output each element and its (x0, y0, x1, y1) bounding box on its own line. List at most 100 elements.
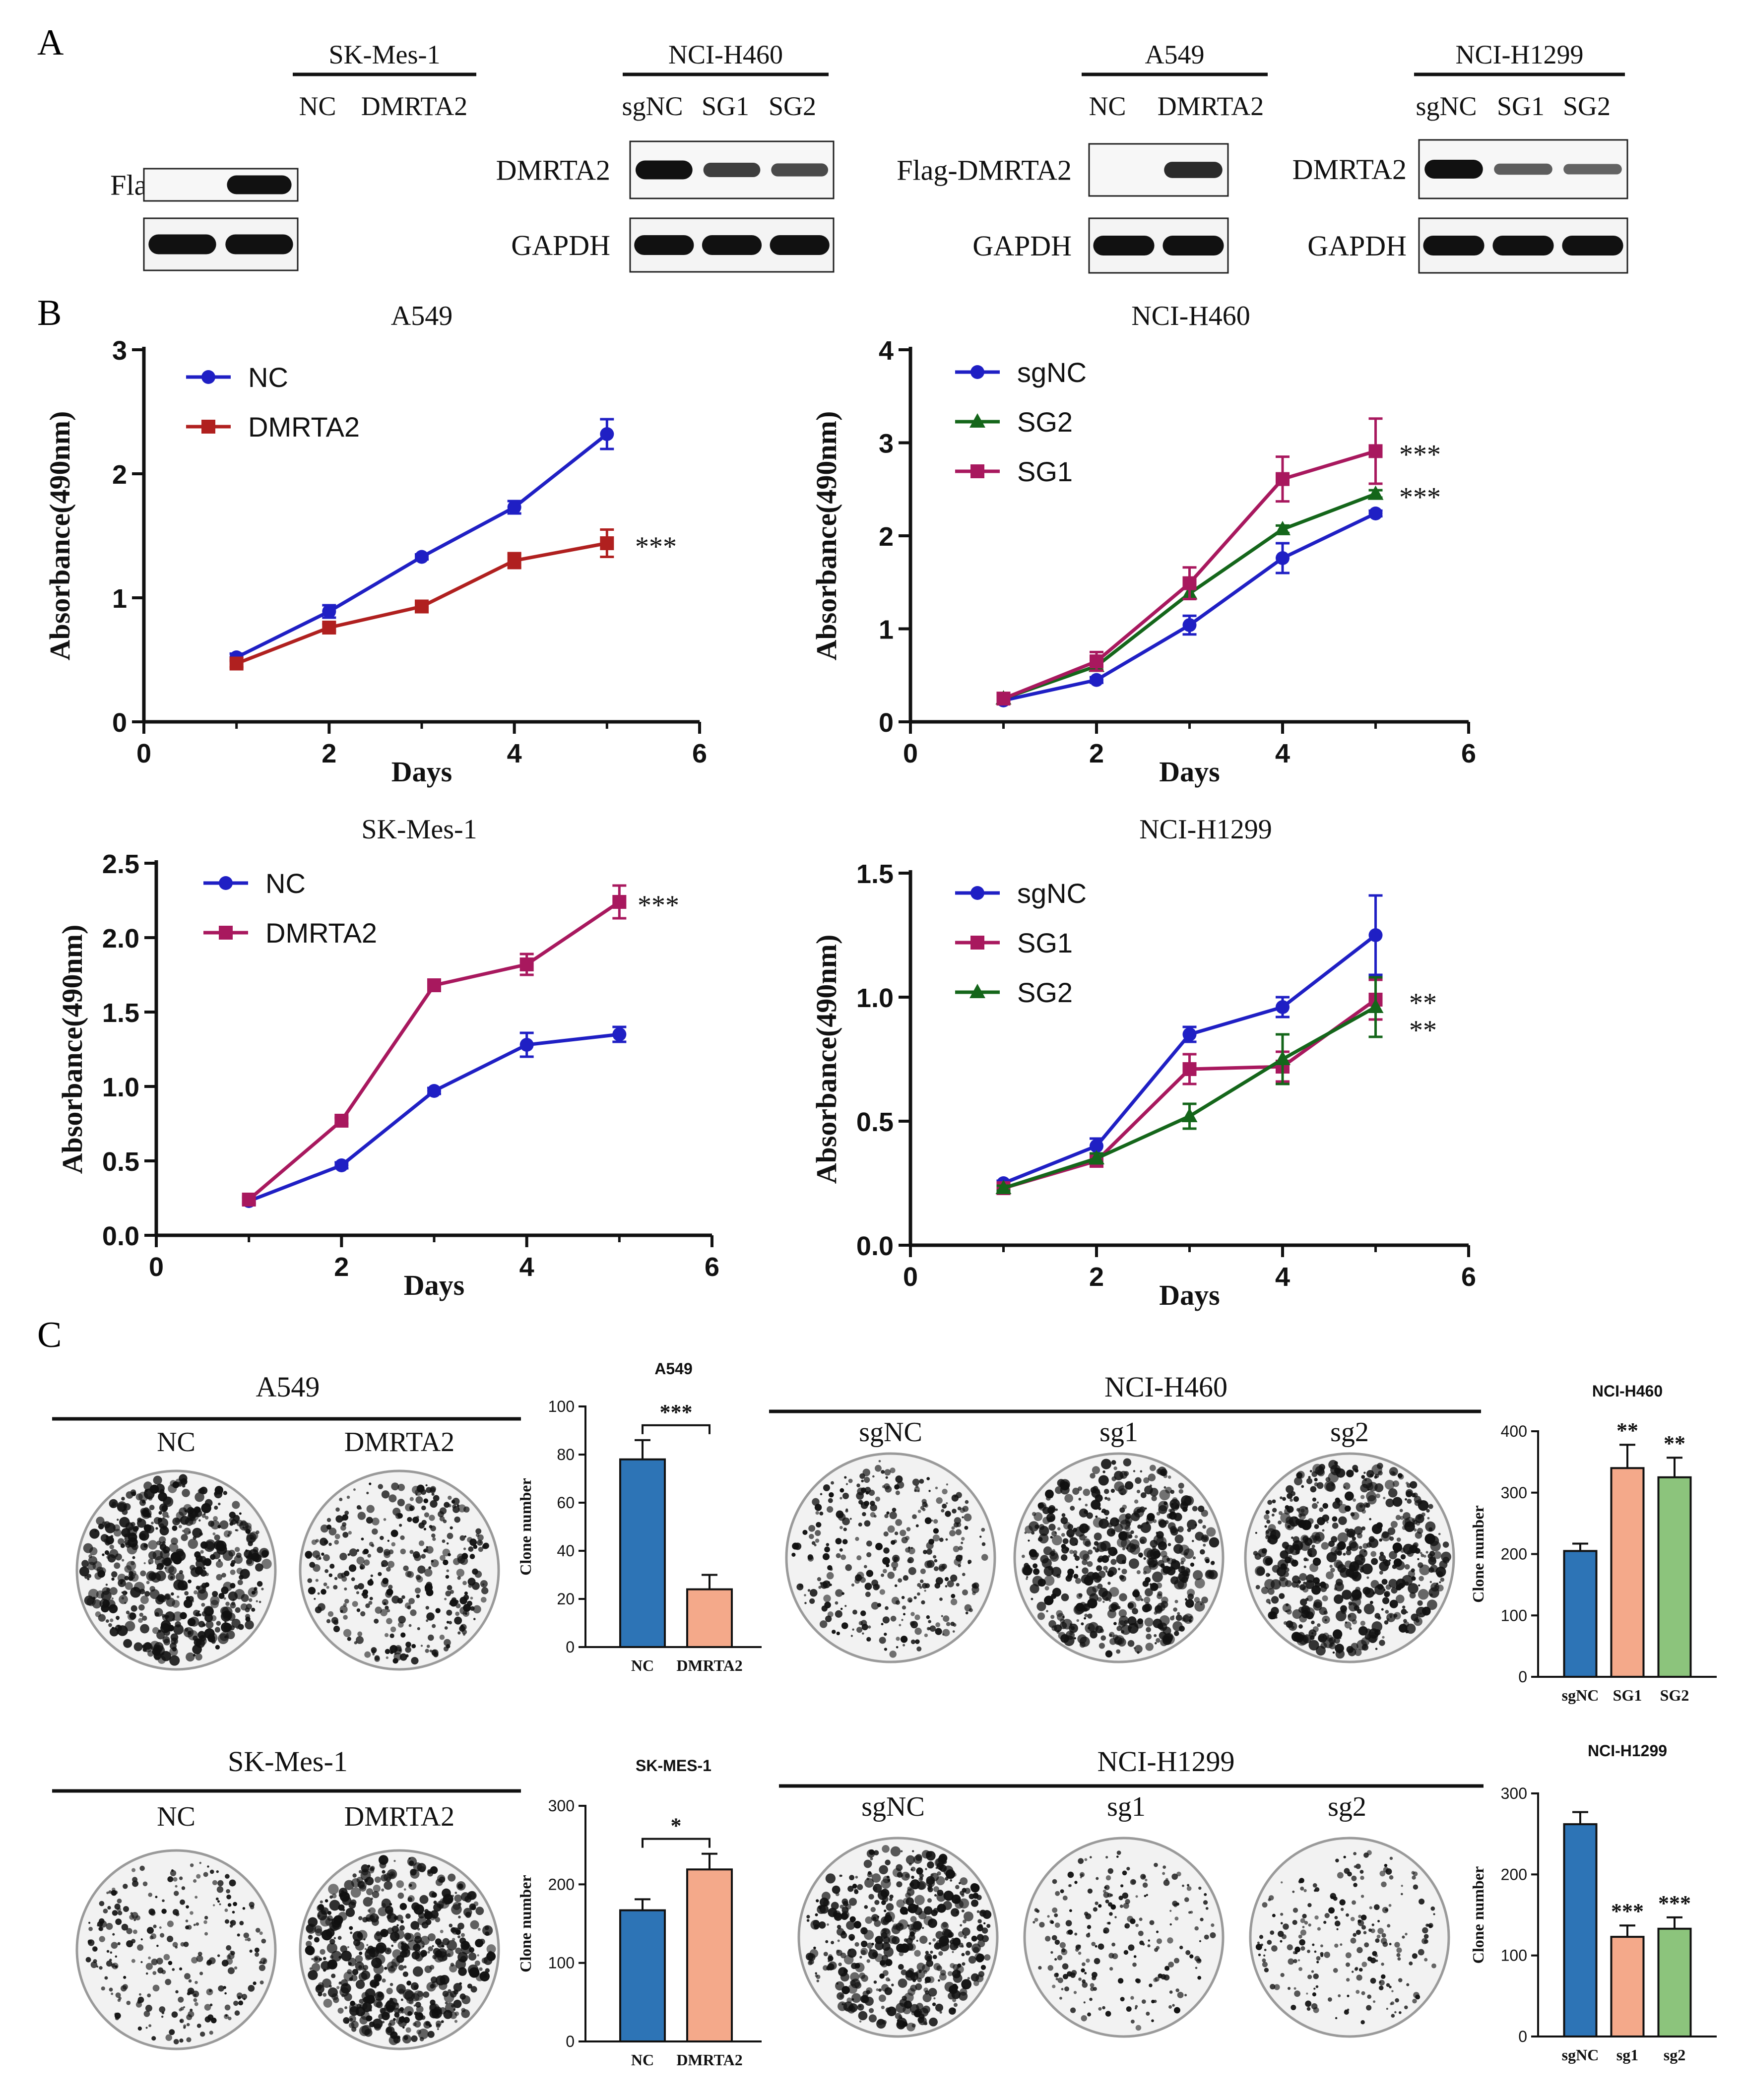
colony (109, 1987, 113, 1992)
colony (862, 1990, 869, 1997)
colony (1107, 1582, 1111, 1585)
colony (426, 1982, 436, 1992)
colony (1320, 1954, 1324, 1958)
colony (838, 1513, 846, 1521)
colony (875, 1496, 881, 1502)
colony (121, 1528, 130, 1537)
colony (1363, 1502, 1369, 1508)
colony (889, 1511, 897, 1520)
colony (892, 1868, 902, 1877)
colony (455, 1929, 461, 1935)
colony (973, 1980, 979, 1986)
colony (952, 1983, 958, 1989)
colony (130, 1522, 135, 1527)
colony (418, 1485, 424, 1491)
colony (823, 1484, 830, 1491)
colony (977, 1919, 982, 1923)
colony (358, 1881, 367, 1890)
colony (1051, 1567, 1062, 1577)
colony (426, 1582, 433, 1589)
colony (868, 2008, 874, 2013)
colony (371, 1518, 380, 1526)
data-point (1276, 551, 1290, 565)
colony (123, 1975, 127, 1979)
colony (865, 1916, 873, 1924)
colony (946, 1622, 951, 1626)
bar-category-label: SG1 (1613, 1686, 1642, 1704)
colony (868, 1625, 871, 1629)
colony (173, 1640, 177, 1644)
colony (928, 1620, 931, 1624)
colony (1296, 1470, 1305, 1479)
colony (432, 1537, 436, 1541)
y-tick-label: 0 (1518, 1668, 1527, 1686)
colony (1150, 1539, 1158, 1548)
colony (1259, 1935, 1264, 1939)
colony (486, 1952, 496, 1961)
colony (860, 1502, 868, 1509)
colony (391, 1595, 400, 1604)
data-point (427, 978, 441, 992)
colony (1322, 1615, 1330, 1624)
colony (1156, 1638, 1161, 1643)
colony (1205, 1907, 1209, 1910)
colony (1351, 1512, 1359, 1520)
colony (1353, 1883, 1357, 1887)
colony (1373, 2000, 1376, 2003)
colony (1076, 1566, 1079, 1569)
colony (1385, 1908, 1388, 1912)
colony (117, 1899, 122, 1904)
colony (924, 1953, 932, 1962)
legend-label: sgNC (1017, 878, 1087, 909)
colony (326, 1518, 331, 1523)
blot-loading-label: GAPDH (511, 229, 610, 261)
colony (327, 1611, 334, 1617)
colony (916, 1867, 923, 1875)
colony (1193, 1570, 1203, 1581)
colony (453, 2008, 456, 2011)
colony (320, 1949, 325, 1955)
colony (121, 1923, 129, 1931)
colony (148, 2024, 152, 2028)
x-axis-label: Days (404, 1269, 464, 1301)
colony (835, 1981, 844, 1991)
colony (1122, 1892, 1129, 1899)
colony (1102, 1889, 1106, 1893)
colony (1135, 2005, 1138, 2008)
colony (1344, 1491, 1354, 1501)
bar-category-label: DMRTA2 (676, 1656, 742, 1674)
colony (417, 1565, 426, 1574)
colony (126, 1610, 130, 1614)
colony (1159, 1615, 1170, 1626)
colony (1125, 1521, 1131, 1527)
colony (848, 1478, 853, 1483)
colony (1436, 1571, 1443, 1578)
colony (1141, 1598, 1144, 1601)
colony (431, 1649, 439, 1656)
colony (230, 1562, 235, 1567)
colony (132, 1556, 135, 1559)
colony (349, 1977, 353, 1981)
colony (238, 2000, 244, 2006)
colony (851, 1998, 854, 2001)
colony (1116, 1855, 1119, 1858)
colony (366, 1517, 373, 1524)
colony (1122, 1870, 1127, 1876)
colony (1123, 1903, 1129, 1909)
colony (944, 1577, 949, 1582)
colony (1206, 1570, 1213, 1578)
colony (1404, 1564, 1410, 1570)
colony (1314, 1524, 1319, 1529)
chart-title: SK-Mes-1 (361, 814, 477, 845)
colony (144, 1591, 150, 1597)
colony (139, 1499, 146, 1506)
colony (399, 1925, 405, 1931)
colony (184, 1973, 191, 1979)
colony (159, 2006, 166, 2013)
colony (1025, 1525, 1033, 1534)
colony (1428, 1504, 1433, 1509)
colony (842, 1492, 849, 1499)
colony (890, 1615, 897, 1622)
colony (459, 1596, 467, 1604)
colony (161, 1505, 168, 1512)
